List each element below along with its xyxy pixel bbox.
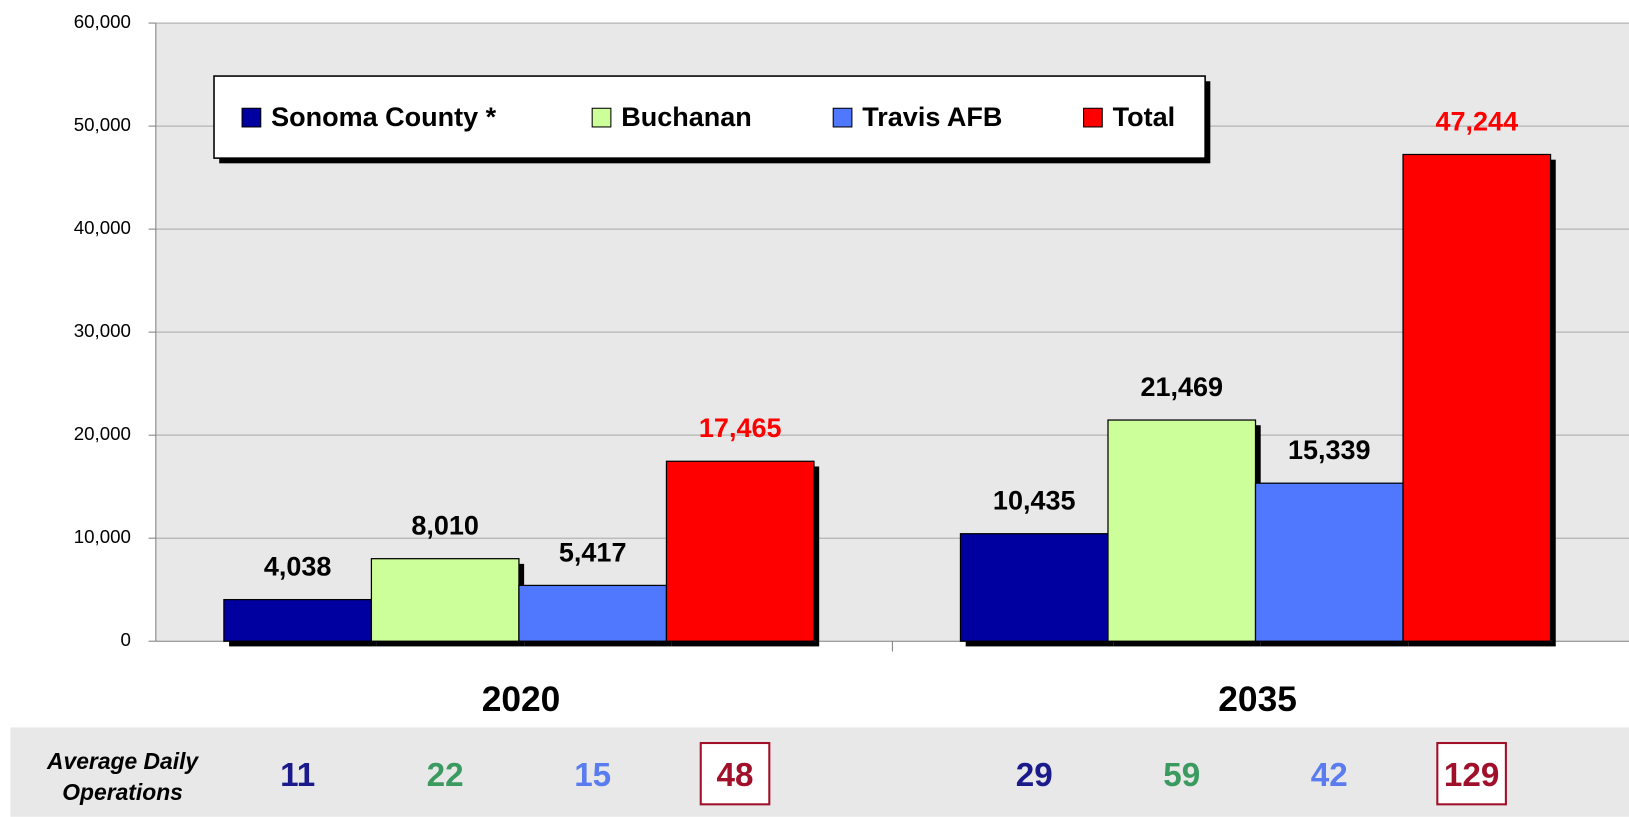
operations-value: 11: [280, 757, 315, 794]
bar: [370, 558, 520, 642]
legend-label: Sonoma County *: [271, 102, 496, 132]
x-tick-label: 2035: [1218, 680, 1297, 719]
legend-swatch: [832, 107, 853, 128]
bar: [1402, 153, 1552, 642]
legend-label: Total: [1113, 102, 1176, 132]
y-tick-label: 0: [120, 629, 130, 650]
y-tick-label: 30,000: [74, 320, 131, 341]
operations-label: Average Daily: [46, 748, 199, 774]
y-tick-label: 20,000: [74, 423, 131, 444]
operations-value: 22: [427, 757, 464, 794]
operations-band: [10, 727, 1629, 817]
legend-label: Buchanan: [621, 102, 752, 132]
y-tick-label: 60,000: [74, 11, 131, 32]
value-label: 21,469: [1140, 372, 1223, 402]
value-label: 5,417: [559, 537, 627, 567]
bar: [518, 584, 668, 642]
operations-value: 15: [574, 757, 611, 794]
total-box: [699, 741, 771, 806]
value-label: 4,038: [264, 552, 332, 582]
y-tick-label: 10,000: [74, 526, 131, 547]
legend-swatch: [591, 107, 612, 128]
value-label: 8,010: [411, 511, 479, 541]
y-tick-label: 40,000: [74, 217, 131, 238]
operations-value: 59: [1163, 757, 1200, 794]
value-label: 47,244: [1436, 106, 1519, 136]
legend-swatch: [1083, 107, 1103, 128]
operations-value: 48: [717, 757, 754, 794]
value-label: 17,465: [699, 413, 782, 443]
operations-value: 42: [1311, 757, 1348, 794]
legend: [213, 75, 1206, 159]
bar: [1107, 419, 1257, 642]
legend-label: Travis AFB: [862, 102, 1002, 132]
operations-value: 29: [1016, 757, 1053, 794]
operations-label: Operations: [62, 779, 183, 805]
bar: [1254, 482, 1404, 642]
legend-swatch: [241, 107, 262, 128]
bar: [959, 533, 1109, 642]
bar: [223, 598, 373, 642]
x-tick-label: 2020: [482, 680, 561, 719]
y-tick-label: 50,000: [74, 114, 131, 135]
operations-value: 129: [1444, 757, 1499, 794]
value-label: 15,339: [1288, 435, 1371, 465]
bar: [665, 460, 815, 642]
value-label: 10,435: [993, 486, 1076, 516]
total-box: [1436, 741, 1507, 806]
